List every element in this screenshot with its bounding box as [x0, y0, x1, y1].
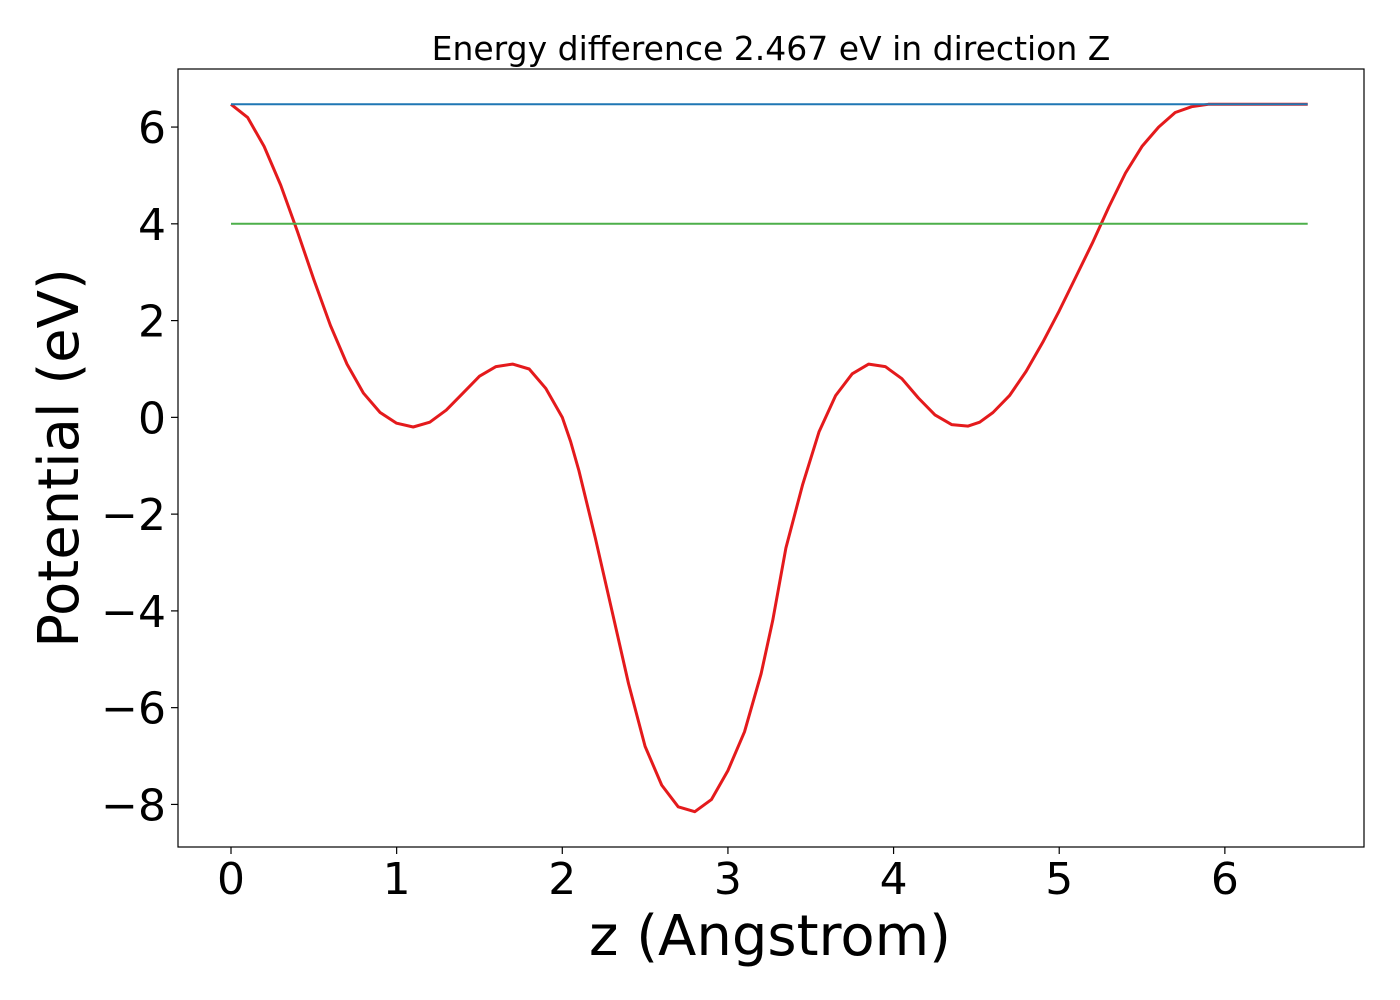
- y-tick-label-1: −6: [101, 684, 166, 735]
- series-line-0: [230, 102, 1308, 814]
- plot-frame: [177, 68, 1365, 848]
- y-tick-label-7: 6: [138, 103, 166, 154]
- x-tick-label-2: 2: [548, 854, 576, 905]
- y-tick-label-4: 0: [138, 393, 166, 444]
- chart-title: Energy difference 2.467 eV in direction …: [432, 29, 1111, 68]
- y-tick-label-3: −2: [101, 490, 166, 541]
- x-tick-label-5: 5: [1045, 854, 1073, 905]
- y-tick-label-2: −4: [101, 587, 166, 638]
- x-tick-label-1: 1: [383, 854, 411, 905]
- y-tick-label-0: −8: [101, 780, 166, 831]
- y-axis-label: Potential (eV): [27, 268, 92, 648]
- x-tick-label-3: 3: [714, 854, 742, 905]
- x-axis-label: z (Angstrom): [589, 904, 951, 969]
- plot-area: 0 1 2 3 4 5 6 −8 −6 −4 −2 0 2 4 6: [101, 68, 1365, 905]
- y-tick-label-6: 4: [138, 200, 166, 251]
- y-tick-label-5: 2: [138, 297, 166, 348]
- x-tick-label-4: 4: [880, 854, 908, 905]
- x-tick-label-0: 0: [217, 854, 245, 905]
- x-tick-label-6: 6: [1211, 854, 1239, 905]
